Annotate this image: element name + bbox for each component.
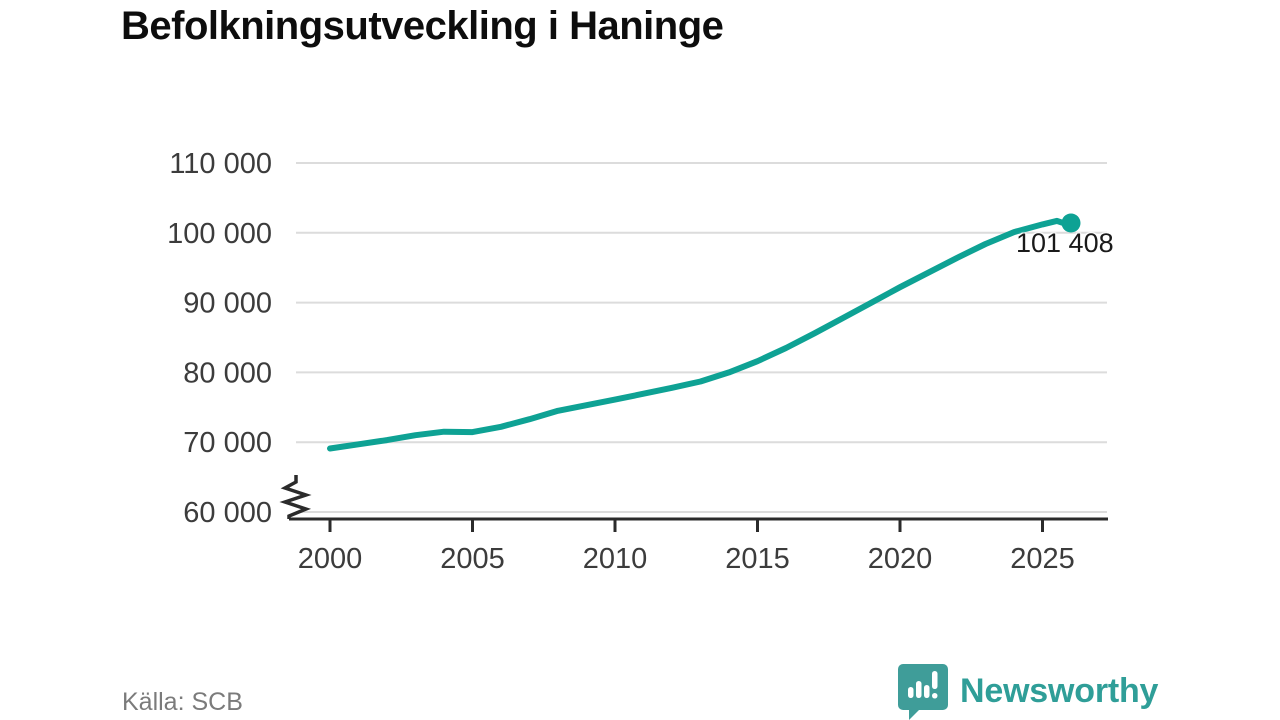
last-point-marker: [1061, 213, 1081, 233]
x-tick-label: 2025: [1010, 543, 1075, 575]
brand-name: Newsworthy: [960, 671, 1159, 710]
population-line: [327, 217, 1074, 452]
x-tick-label: 2015: [725, 543, 790, 575]
x-tick-label: 2010: [583, 543, 648, 575]
newsworthy-logo-icon: [898, 664, 948, 720]
x-tick-label: 2005: [440, 543, 505, 575]
axis-break-icon: [279, 475, 312, 519]
y-tick-label: 70 000: [183, 427, 272, 459]
y-tick-label: 110 000: [169, 148, 272, 180]
last-value-label: 101 408: [1016, 228, 1114, 258]
page-title: Befolkningsutveckling i Haninge: [121, 4, 724, 48]
y-tick-label: 60 000: [183, 497, 272, 529]
source-note: Källa: SCB: [122, 688, 243, 716]
brand-footer: Newsworthy: [898, 663, 1159, 720]
x-tick-label: 2020: [868, 543, 933, 575]
y-tick-label: 90 000: [183, 288, 272, 320]
y-tick-label: 100 000: [167, 218, 272, 250]
y-tick-label: 80 000: [183, 357, 272, 389]
x-tick-label: 2000: [298, 543, 363, 575]
